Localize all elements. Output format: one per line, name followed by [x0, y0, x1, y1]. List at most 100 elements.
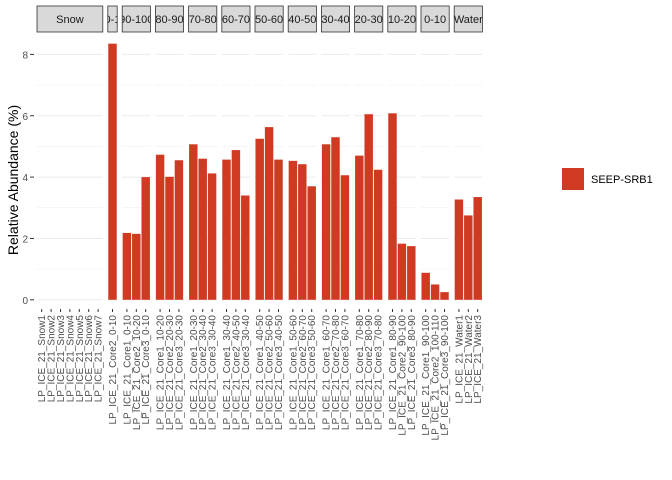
x-tick-label: LP_ICE_21_Core2_80-90: [364, 315, 375, 431]
bar: [155, 154, 165, 300]
facet-panel: 50-60LP_ICE_21_Core1_40-50LP_ICE_21_Core…: [254, 5, 285, 431]
bar: [440, 292, 449, 300]
facet-strip-label: 10-20: [388, 14, 416, 26]
x-tick-label: LP_ICE_21_Core1_90-100: [421, 315, 432, 436]
bar: [132, 233, 141, 300]
bar: [207, 173, 217, 300]
x-tick-label: LP_ICE_21_Core1_50-60: [288, 315, 299, 431]
bar: [198, 158, 207, 300]
legend-swatch: [562, 168, 584, 190]
x-tick-label: LP_ICE_21_Core1_10-20: [156, 315, 167, 431]
x-tick-label: LP_ICE_21_Core2_20-30: [165, 315, 176, 431]
bar: [373, 169, 383, 300]
bar: [174, 160, 184, 300]
bar: [321, 144, 331, 300]
bar: [331, 137, 340, 300]
facet-strip-label: 40-50: [288, 14, 316, 26]
facet-strip: [188, 5, 218, 33]
x-tick-label: LP_ICE_21_Core2_70-80: [331, 315, 342, 431]
bar: [464, 215, 473, 300]
facet-strip: [36, 5, 104, 33]
x-tick-label: LP_ICE_21_Water2: [464, 315, 475, 404]
x-tick-label: LP_ICE_21_Core3_0-10: [141, 315, 152, 425]
bar: [421, 272, 430, 300]
facet-strip-label: 0-10: [424, 14, 446, 26]
x-tick-label: LP_ICE_21_Water1: [454, 315, 465, 404]
facet-panel: 70-80LP_ICE_21_Core1_20-30LP_ICE_21_Core…: [188, 5, 219, 431]
bar: [307, 186, 316, 300]
bar: [388, 113, 397, 300]
legend: SEEP-SRB1: [562, 168, 653, 190]
facet-panel: 40-50LP_ICE_21_Core1_50-60LP_ICE_21_Core…: [287, 5, 318, 431]
x-tick-label: LP_ICE_21_Core3_40-50: [274, 315, 285, 431]
y-axis: 0 2 4 6 8: [22, 50, 34, 307]
facet-strip-label: 20-30: [355, 14, 383, 26]
x-tick-label: LP_ICE_21_Snow6: [84, 315, 95, 403]
facet-strip: [287, 5, 317, 33]
bar: [264, 127, 274, 300]
facet-strip-label: 80-90: [155, 14, 183, 26]
x-tick-label: LP_ICE_21_Core2_30-40: [198, 315, 209, 431]
facet-strip: [354, 5, 384, 33]
bar: [298, 164, 307, 300]
facet-panel: 30-40LP_ICE_21_Core1_60-70LP_ICE_21_Core…: [320, 5, 351, 431]
x-tick-label: LP_ICE_21_Snow1: [37, 315, 48, 403]
x-tick-label: LP_ICE_21_Core3_30-40: [241, 315, 252, 431]
y-axis-title: Relative Abundance (%): [5, 105, 21, 255]
bar: [364, 114, 373, 300]
x-tick-label: LP_ICE_21_Snow5: [75, 315, 86, 403]
x-tick-label: LP_ICE_21_Core1_20-30: [189, 315, 200, 431]
facet-panel: 0-10LP_ICE_21_Core1_90-100LP_ICE_21_Core…: [420, 5, 451, 441]
x-tick-label: LP_ICE_21_Snow7: [94, 315, 105, 403]
facet-strip-label: 0-1: [105, 14, 121, 26]
bar: [355, 155, 364, 300]
facet-strip: [121, 5, 151, 33]
facet-panel: SnowLP_ICE_21_Snow1LP_ICE_21_Snow2LP_ICE…: [36, 5, 105, 403]
bar: [430, 284, 440, 300]
facet-strip: [387, 5, 417, 33]
facet-strip: [320, 5, 350, 33]
panels: SnowLP_ICE_21_Snow1LP_ICE_21_Snow2LP_ICE…: [36, 5, 484, 441]
facet-strip-label: 50-60: [255, 14, 283, 26]
facet-panel: 90-100LP_ICE_21_Core1_0-10LP_ICE_21_Core…: [119, 5, 153, 431]
x-tick-label: LP_ICE_21_Core2_90-100: [397, 315, 408, 436]
facet-strip-label: 60-70: [222, 14, 250, 26]
bar: [274, 159, 283, 300]
x-tick-label: LP_ICE_21_Core3_70-80: [374, 315, 385, 431]
facet-panel: 0-1 LP_ICE_21_Core2_0-10: [105, 5, 121, 425]
legend-label: SEEP-SRB1: [591, 174, 653, 186]
facet-strip: [221, 5, 251, 33]
facet-panel: 60-70LP_ICE_21_Core1_30-40LP_ICE_21_Core…: [221, 5, 252, 431]
x-tick-label: LP_ICE_21_Core2_50-60: [265, 315, 276, 431]
facet-strip: [154, 5, 184, 33]
bar: [255, 138, 264, 300]
x-tick-label: LP_ICE_21_Core3_20-30: [174, 315, 185, 431]
bar: [340, 175, 350, 300]
x-tick-label: LP_ICE_21_Core1_30-40: [222, 315, 233, 431]
x-tick-label: LP_ICE_21_Core3_90-100: [440, 315, 451, 436]
x-tick-label: LP_ICE_21_Core2_40-50: [231, 315, 242, 431]
x-tick-label: LP_ICE_21_Core2_100-110: [431, 315, 442, 441]
bar: [122, 232, 132, 300]
facet-panel: Water LP_ICE_21_Water1LP_ICE_21_Water2LP_…: [453, 5, 484, 404]
facet-strip-label: 30-40: [321, 14, 349, 26]
x-tick-label: LP_ICE_21_Snow3: [56, 315, 67, 403]
facet-panel: 20-30LP_ICE_21_Core1_70-80LP_ICE_21_Core…: [354, 5, 385, 431]
x-tick-label: LP_ICE_21_Core3_80-90: [407, 315, 418, 431]
x-tick-label: LP_ICE_21_Core1_70-80: [355, 315, 366, 431]
bar: [222, 159, 231, 300]
x-tick-label: LP_ICE_21_Snow4: [65, 315, 76, 403]
facet-strip: [107, 5, 118, 33]
bar: [108, 43, 117, 300]
facet-strip-label: 90-100: [119, 14, 153, 26]
bar: [407, 246, 416, 300]
bar: [454, 199, 464, 300]
x-tick-label: LP_ICE_21_Core2_10-20: [132, 315, 143, 431]
y-tick-label: 0: [22, 296, 28, 307]
facet-strip: [420, 5, 450, 33]
x-tick-label: LP_ICE_21_Core3_60-70: [340, 315, 351, 431]
bar: [189, 144, 198, 300]
facet-panel: 80-90LP_ICE_21_Core1_10-20LP_ICE_21_Core…: [154, 5, 185, 431]
y-tick-label: 4: [22, 173, 28, 184]
